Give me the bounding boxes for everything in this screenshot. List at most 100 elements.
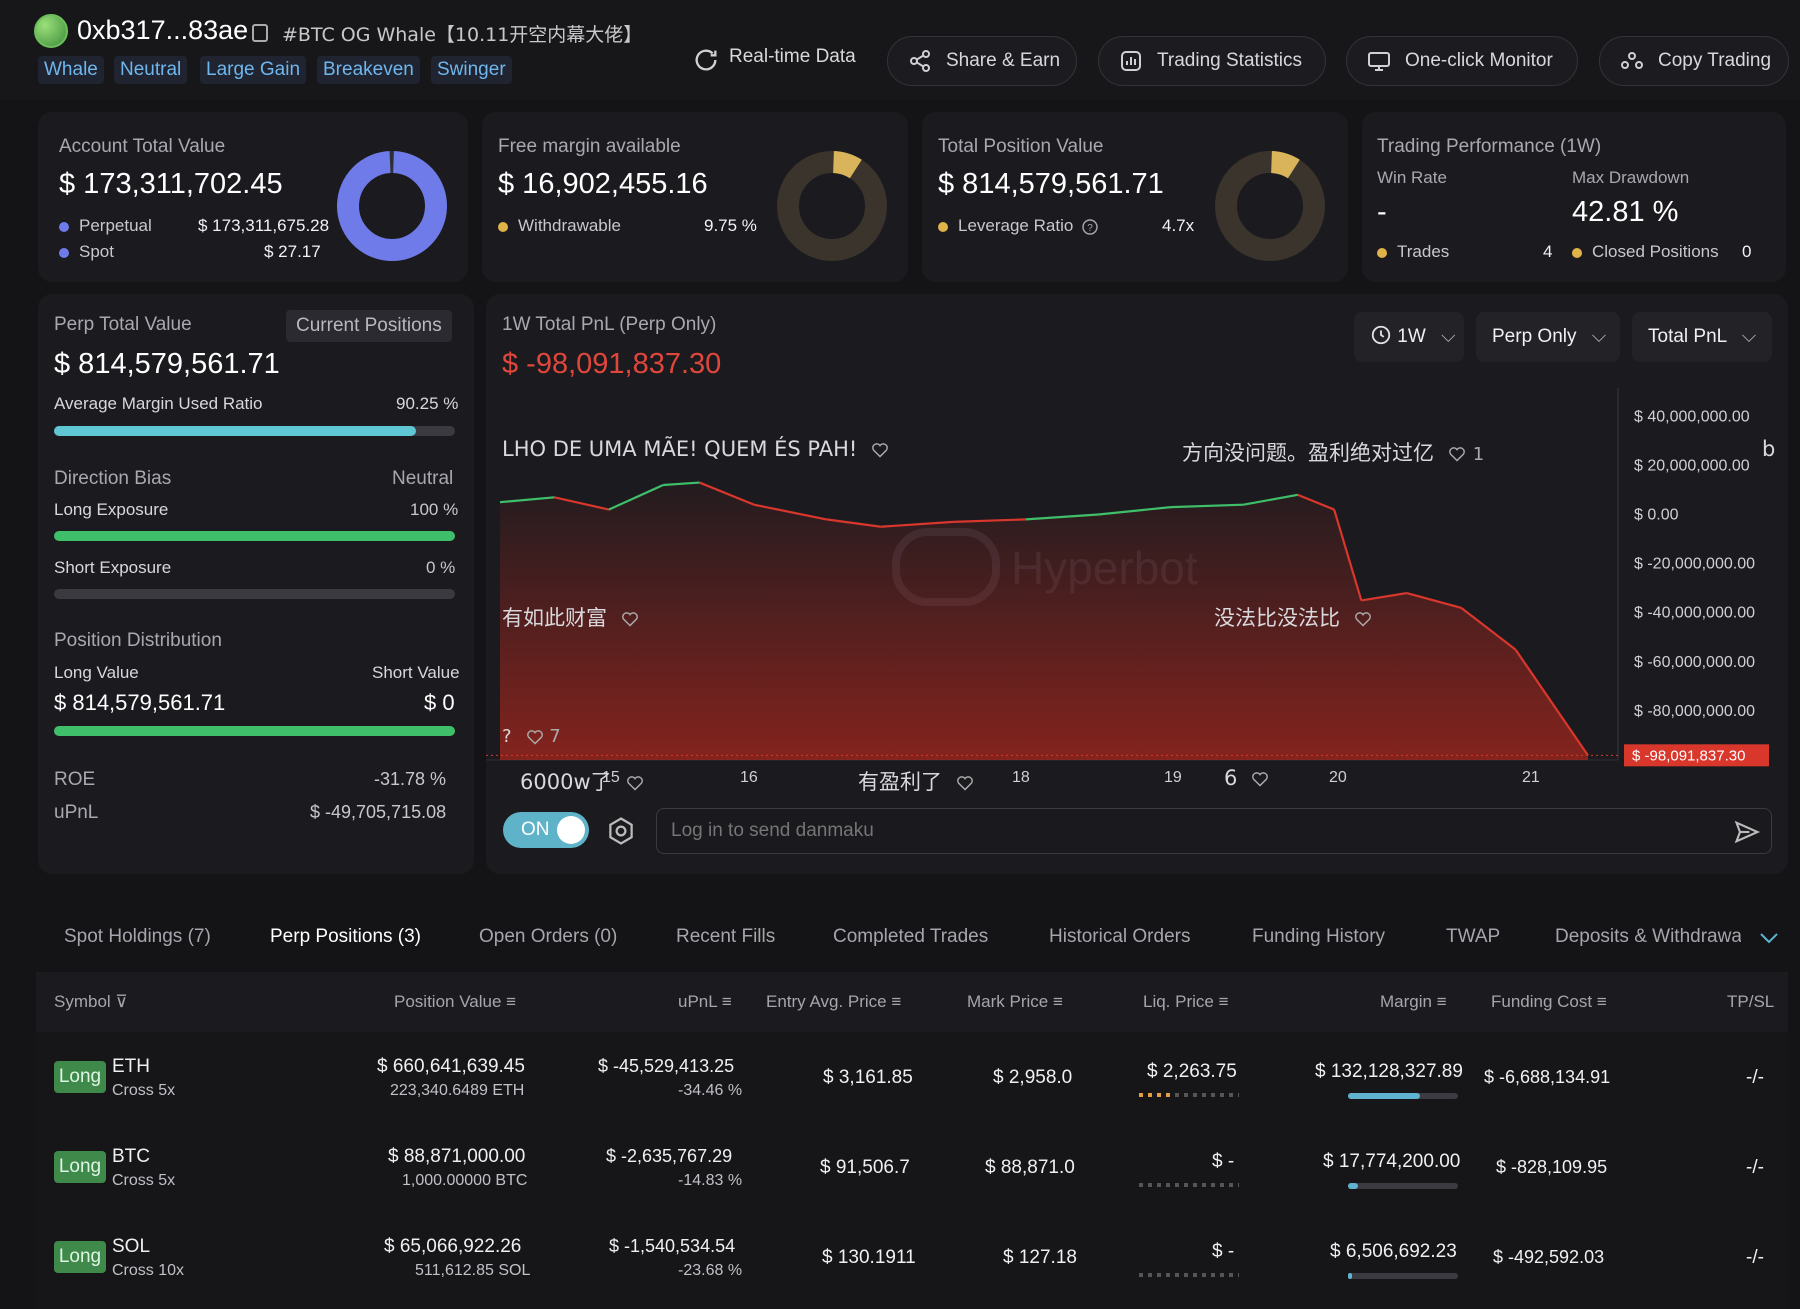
- col-liq-price[interactable]: Liq. Price ≡: [1143, 992, 1229, 1011]
- tab-twap[interactable]: TWAP: [1446, 926, 1501, 947]
- heart-icon[interactable]: [1354, 611, 1372, 627]
- current-positions-button[interactable]: Current Positions: [286, 310, 452, 342]
- tag-neutral[interactable]: Neutral: [114, 56, 188, 84]
- tag-whale[interactable]: Whale: [38, 56, 104, 84]
- heart-icon[interactable]: [526, 729, 544, 745]
- heart-icon[interactable]: [956, 775, 974, 791]
- copy-icon[interactable]: [252, 24, 268, 42]
- sort-icon[interactable]: ≡: [1436, 992, 1447, 1011]
- y-tick-label: $ -40,000,000.00: [1634, 605, 1755, 622]
- symbol-name[interactable]: ETH: [112, 1056, 150, 1077]
- danmaku-toggle[interactable]: ON: [503, 812, 589, 848]
- col-margin[interactable]: Margin ≡: [1380, 992, 1447, 1011]
- perp-total-value: $ 814,579,561.71: [54, 348, 280, 380]
- chevron-down-icon[interactable]: [1758, 930, 1780, 946]
- realtime-data-button[interactable]: Real-time Data: [729, 46, 856, 67]
- tab-completed-trades[interactable]: Completed Trades: [833, 926, 989, 947]
- pnl-area-chart[interactable]: $ 40,000,000.00 $ 20,000,000.00 $ 0.00 $ -2…: [486, 380, 1788, 800]
- pnl-line-segment: [1243, 493, 1299, 506]
- settings-icon[interactable]: [606, 816, 636, 846]
- heart-icon[interactable]: [1448, 446, 1466, 462]
- tab-open-orders[interactable]: Open Orders (0): [479, 926, 618, 947]
- col-entry-price[interactable]: Entry Avg. Price ≡: [766, 992, 902, 1011]
- col-symbol[interactable]: Symbol ⊽: [54, 992, 128, 1011]
- symbol-name[interactable]: SOL: [112, 1236, 151, 1257]
- help-icon[interactable]: ?: [1082, 218, 1098, 235]
- chevron-down-icon: ⌵: [1441, 326, 1456, 347]
- tab-historical-orders[interactable]: Historical Orders: [1049, 926, 1191, 947]
- sort-icon[interactable]: ≡: [506, 992, 517, 1011]
- danmaku-8: 6: [1224, 766, 1269, 790]
- share-earn-button[interactable]: Share & Earn: [887, 36, 1077, 86]
- tag-large-gain[interactable]: Large Gain: [200, 56, 307, 84]
- tag-swinger[interactable]: Swinger: [431, 56, 512, 84]
- scope-label: Perp Only: [1492, 326, 1577, 347]
- pnl-line-segment: [1514, 648, 1562, 717]
- col-upnl[interactable]: uPnL ≡: [678, 992, 732, 1011]
- heart-icon[interactable]: [621, 611, 639, 627]
- pnl-line-segment: [699, 481, 755, 506]
- y-tick-label: $ 20,000,000.00: [1634, 457, 1750, 474]
- tpsl-cell[interactable]: -/-: [1746, 1157, 1764, 1178]
- pnl-line-segment: [826, 518, 881, 528]
- perp-total-title: Perp Total Value: [54, 314, 192, 335]
- direction-bias-value: Neutral: [392, 468, 454, 489]
- position-donut-track: [1215, 151, 1325, 261]
- col-position-value[interactable]: Position Value ≡: [394, 992, 517, 1011]
- sort-icon[interactable]: ≡: [1596, 992, 1607, 1011]
- heart-icon[interactable]: [626, 775, 644, 791]
- range-label: 1W: [1397, 326, 1426, 347]
- tpsl-cell[interactable]: -/-: [1746, 1247, 1764, 1268]
- current-value-tag-label: $ -98,091,837.30: [1632, 747, 1745, 764]
- one-click-monitor-button[interactable]: One-click Monitor: [1346, 36, 1578, 86]
- short-exposure-bar: [54, 589, 455, 599]
- refresh-icon[interactable]: [692, 46, 720, 74]
- short-exposure-label: Short Exposure: [54, 558, 172, 577]
- col-funding-cost[interactable]: Funding Cost ≡: [1491, 992, 1607, 1011]
- scope-dropdown[interactable]: Perp Only ⌵: [1476, 312, 1620, 362]
- bar-chart-icon: [1121, 51, 1141, 71]
- tab-spot-holdings[interactable]: Spot Holdings (7): [64, 926, 211, 947]
- tab-recent-fills[interactable]: Recent Fills: [676, 926, 776, 947]
- trades-value: 4: [1543, 242, 1553, 261]
- tab-deposits-withdrawals[interactable]: Deposits & Withdrawa: [1555, 926, 1741, 947]
- danmaku-6: 6000w了: [520, 766, 644, 796]
- side-badge: Long: [54, 1151, 106, 1183]
- metric-dropdown[interactable]: Total PnL ⌵: [1632, 312, 1772, 362]
- mark-price: $ 127.18: [1003, 1247, 1077, 1268]
- trading-statistics-button[interactable]: Trading Statistics: [1098, 36, 1326, 86]
- margin-donut-segment: [777, 151, 887, 262]
- tab-perp-positions[interactable]: Perp Positions (3): [270, 926, 422, 947]
- symbol-name[interactable]: BTC: [112, 1146, 150, 1167]
- amur-label: Average Margin Used Ratio: [54, 394, 263, 413]
- filter-icon[interactable]: ⊽: [115, 992, 128, 1011]
- liq-distance-bar: [1139, 1183, 1239, 1187]
- sort-icon[interactable]: ≡: [891, 992, 902, 1011]
- y-tick-label: $ -60,000,000.00: [1634, 654, 1755, 671]
- tab-funding-history[interactable]: Funding History: [1252, 926, 1386, 947]
- danmaku-input-box[interactable]: [656, 808, 1772, 854]
- col-mark-price[interactable]: Mark Price ≡: [967, 992, 1063, 1011]
- tpsl-cell[interactable]: -/-: [1746, 1067, 1764, 1088]
- amur-bar: [54, 426, 455, 436]
- x-tick-label: 18: [1012, 769, 1030, 786]
- range-dropdown[interactable]: 1W ⌵: [1354, 312, 1464, 362]
- send-icon[interactable]: [1733, 818, 1761, 846]
- sort-icon[interactable]: ≡: [721, 992, 732, 1011]
- heart-icon[interactable]: [871, 442, 889, 458]
- copy-trading-button[interactable]: Copy Trading: [1599, 36, 1789, 86]
- danmaku-4: 没法比没法比: [1214, 602, 1372, 632]
- danmaku-input[interactable]: [671, 817, 1671, 845]
- sort-icon[interactable]: ≡: [1218, 992, 1229, 1011]
- heart-icon[interactable]: [1251, 771, 1269, 787]
- margin-bar: [1348, 1093, 1458, 1099]
- tag-breakeven[interactable]: Breakeven: [317, 56, 420, 84]
- x-tick-label: 16: [740, 769, 758, 786]
- wallet-address: 0xb317...83ae: [77, 15, 249, 45]
- short-value: $ 0: [424, 690, 455, 715]
- sort-icon[interactable]: ≡: [1052, 992, 1063, 1011]
- toggle-knob: [557, 816, 585, 844]
- trades-label: Trades: [1377, 242, 1449, 262]
- position-qty: 1,000.00000 BTC: [402, 1172, 528, 1189]
- pnl-line-segment: [1025, 513, 1099, 521]
